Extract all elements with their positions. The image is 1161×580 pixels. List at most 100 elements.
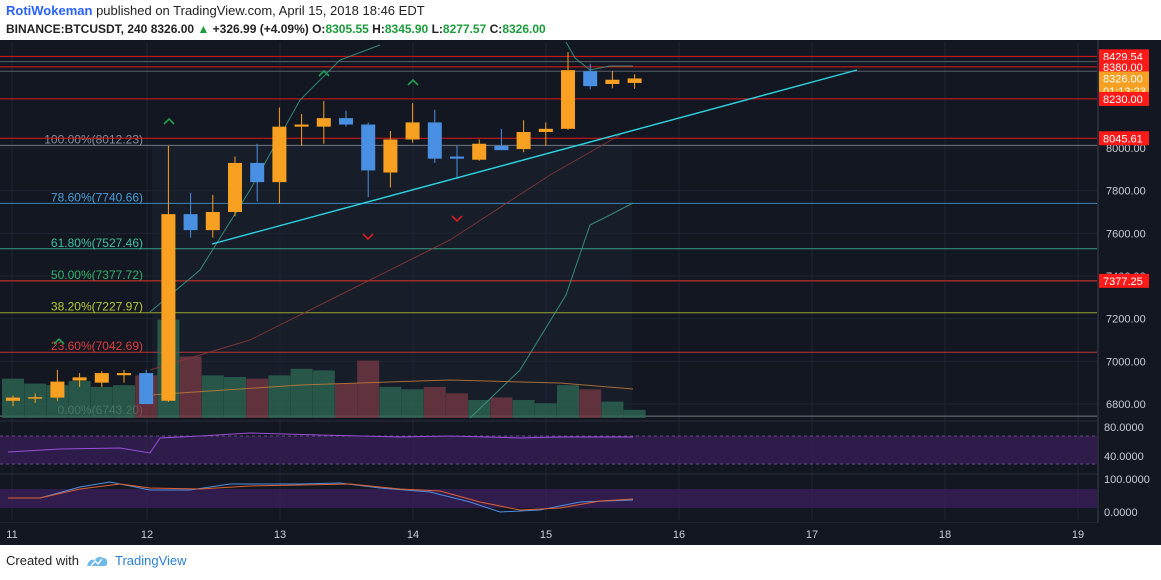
indicator-tick-label: 40.0000 xyxy=(1104,451,1144,463)
change-up-icon: ▲ xyxy=(197,22,210,36)
price-tick-label: 7000.00 xyxy=(1106,356,1146,368)
volume-bar xyxy=(490,397,513,418)
author-link[interactable]: RotiWokeman xyxy=(6,3,93,18)
trendline[interactable] xyxy=(211,69,858,245)
stoch-d-line xyxy=(8,483,634,511)
candle-body xyxy=(472,143,487,160)
candle-body xyxy=(316,118,331,127)
candle-body xyxy=(272,126,287,183)
candle-body xyxy=(339,118,353,125)
volume-ma xyxy=(149,379,634,396)
buy-marker-icon xyxy=(318,69,330,77)
price-tag xyxy=(1099,91,1149,106)
candle-body xyxy=(117,373,131,376)
tradingview-logo-icon xyxy=(86,556,108,566)
signal-markers xyxy=(53,69,463,345)
candle-body xyxy=(72,377,87,381)
volume-bar xyxy=(623,409,646,418)
symbol-label: BINANCE:BTCUSDT, 240 xyxy=(6,22,148,36)
volume-bar xyxy=(201,375,224,418)
open-value: 8305.55 xyxy=(325,22,369,36)
candle-body xyxy=(205,212,220,231)
tradingview-link[interactable]: TradingView xyxy=(114,553,187,568)
price-tick-label: 7600.00 xyxy=(1106,228,1146,240)
footer: Created with TradingView xyxy=(6,553,187,568)
symbol-line: BINANCE:BTCUSDT, 240 8326.00 ▲ +326.99 (… xyxy=(6,22,546,36)
candle-body xyxy=(250,162,265,183)
candle-body xyxy=(228,162,242,212)
time-tick-label: 13 xyxy=(274,529,286,541)
time-tick-label: 11 xyxy=(6,529,17,541)
fib-label: 78.60%(7740.66) xyxy=(51,190,143,204)
volume-bar xyxy=(90,386,113,418)
candle-body xyxy=(94,373,109,383)
volume-bar xyxy=(68,381,91,418)
candle-body xyxy=(583,71,598,87)
time-tick-label: 12 xyxy=(141,529,153,541)
candle-body xyxy=(294,124,309,127)
indicator-tick-label: 100.0000 xyxy=(1104,474,1150,486)
volume-bar xyxy=(446,393,468,418)
candle-body xyxy=(561,70,575,129)
candle-body xyxy=(183,214,198,231)
open-label: O: xyxy=(312,22,326,36)
time-tick-label: 16 xyxy=(673,529,685,541)
price-chart[interactable]: 100.00%(8012.23) 78.60%(7740.66) 61.80%(75… xyxy=(0,40,1161,545)
candle-body xyxy=(361,124,376,171)
volume-bar xyxy=(357,360,380,418)
volume-bar xyxy=(534,403,557,418)
volume-bar xyxy=(423,386,446,418)
stoch-k-line xyxy=(8,481,634,513)
candle-body xyxy=(538,128,553,132)
price-tag-label: 8230.00 xyxy=(1103,94,1143,106)
price-axis[interactable]: 8000.007800.007600.007400.007200.007000.… xyxy=(1097,40,1161,523)
volume-bar xyxy=(246,378,269,418)
sell-marker-icon xyxy=(451,215,463,223)
time-tick-label: 18 xyxy=(939,529,951,541)
volume-bar xyxy=(401,389,424,418)
volume-bar xyxy=(512,399,535,418)
time-tick-label: 19 xyxy=(1072,529,1084,541)
moving-average xyxy=(149,134,621,371)
volume-bar xyxy=(290,368,313,418)
sell-marker-icon xyxy=(362,233,374,241)
volume-bar xyxy=(557,385,579,418)
candlesticks[interactable] xyxy=(6,52,642,407)
volume-bar xyxy=(335,383,357,418)
time-tick-label: 17 xyxy=(806,529,818,541)
price-tag-label: 8326.00 xyxy=(1103,73,1143,85)
low-label: L: xyxy=(431,22,443,36)
candle-body xyxy=(161,214,176,401)
last-price: 8326.00 xyxy=(150,22,195,36)
stoch-pane xyxy=(0,473,1161,524)
volume-bar xyxy=(268,375,291,418)
price-tick-label: 8000.00 xyxy=(1106,143,1146,155)
fib-label: 50.00%(7377.72) xyxy=(51,268,143,282)
price-tick-label: 6800.00 xyxy=(1106,399,1146,411)
candle-body xyxy=(605,79,620,84)
volume-bar xyxy=(179,356,202,418)
buy-marker-icon xyxy=(407,78,419,86)
candle-body xyxy=(50,381,65,398)
price-tag-label: 8380.00 xyxy=(1103,62,1143,74)
candle-body xyxy=(516,132,531,150)
indicator-tick-label: 0.0000 xyxy=(1104,507,1138,519)
time-axis[interactable]: 11 12 13 14 15 16 17 18 19 xyxy=(0,523,1161,545)
price-tick-label: 7200.00 xyxy=(1106,314,1146,326)
fib-retracement[interactable]: 100.00%(8012.23) 78.60%(7740.66) 61.80%(75… xyxy=(0,55,1097,417)
stoch-band xyxy=(0,489,1097,508)
candle-body xyxy=(427,122,442,159)
publish-line: RotiWokeman published on TradingView.com… xyxy=(6,3,425,18)
candle-body xyxy=(28,397,43,399)
published-text: published on TradingView.com, April 15, … xyxy=(96,3,425,18)
volume-bar xyxy=(379,386,402,418)
candle-body xyxy=(139,373,154,404)
candle-body xyxy=(450,156,464,159)
candle-body xyxy=(627,78,642,83)
low-value: 8277.57 xyxy=(442,22,487,36)
fib-label: 38.20%(7227.97) xyxy=(51,300,143,314)
fib-label: 23.60%(7042.69) xyxy=(51,339,143,353)
volume-bar xyxy=(601,401,624,418)
price-change: +326.99 (+4.09%) xyxy=(212,22,309,36)
price-tag xyxy=(1099,59,1149,74)
